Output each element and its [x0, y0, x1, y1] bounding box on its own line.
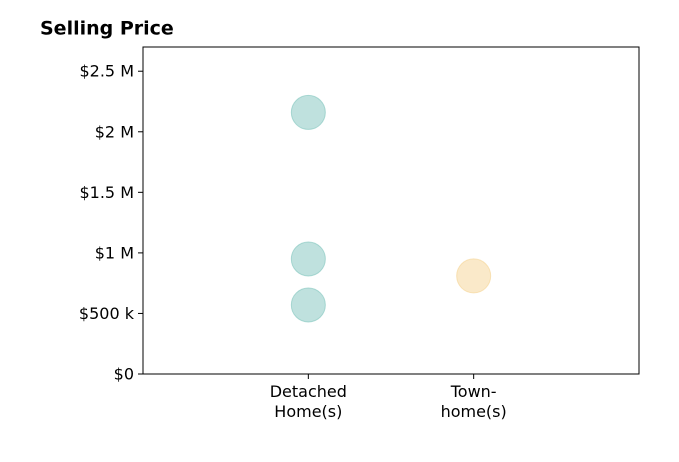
point [456, 258, 492, 294]
y-tick-label: $1 M [95, 243, 134, 262]
point [290, 94, 326, 130]
chart-title: Selling Price [40, 18, 174, 40]
y-tick-label: $2.5 M [79, 62, 134, 81]
plot-frame [142, 46, 640, 375]
y-tick-label: $0 [114, 365, 134, 384]
point [290, 241, 326, 277]
point [290, 287, 326, 323]
y-tick-label: $500 k [79, 304, 135, 323]
x-tick-label: Detached Home(s) [269, 382, 347, 421]
y-tick-label: $1.5 M [79, 183, 134, 202]
y-tick-label: $2 M [95, 122, 134, 141]
x-tick-label: Town- home(s) [440, 382, 507, 421]
